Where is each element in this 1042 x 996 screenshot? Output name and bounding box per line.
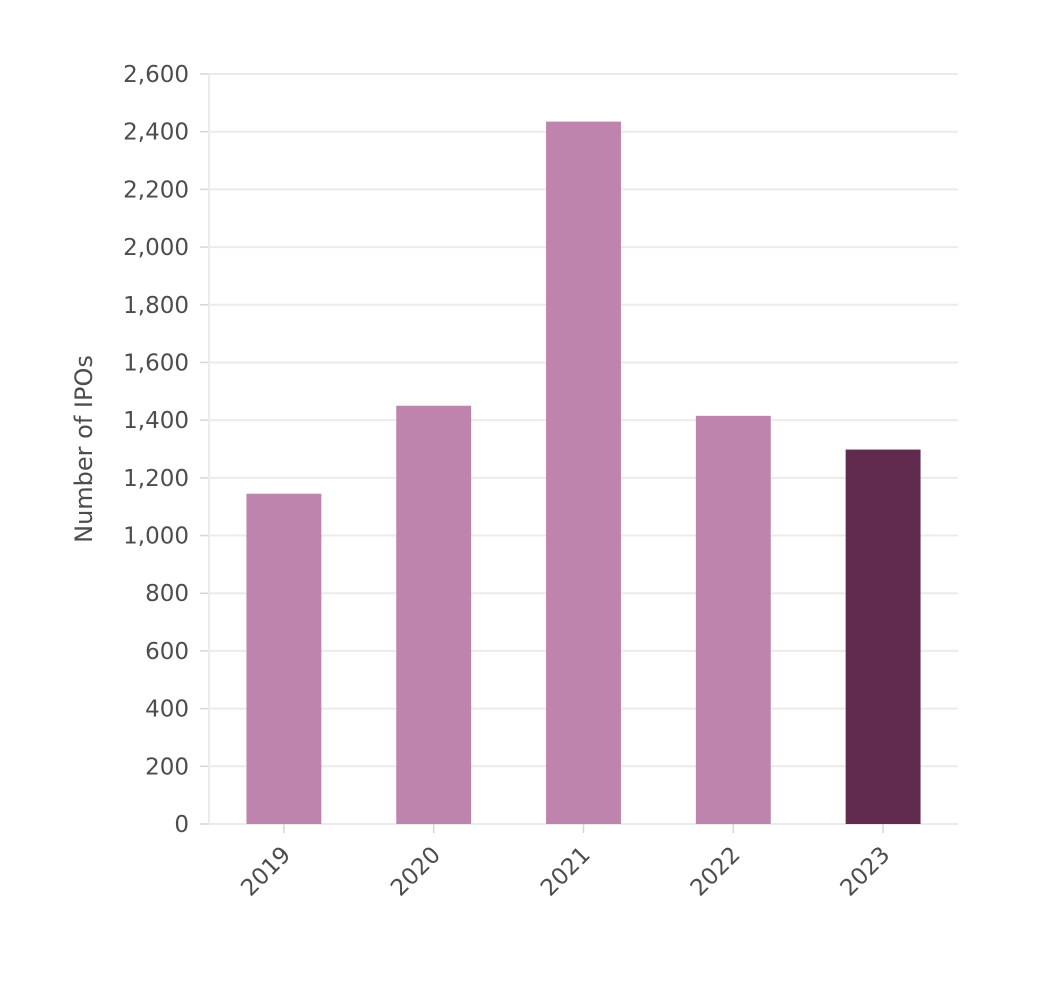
y-axis-tick-labels: 0 200 400 600 800 1,000 1,200 1,400 1,600 1,800 2,… <box>123 62 189 838</box>
bar-2022 <box>695 415 771 824</box>
x-tick-label: 2019 <box>236 842 296 902</box>
axes <box>200 73 884 833</box>
y-tick-label: 2,200 <box>123 177 189 203</box>
bar-2023 <box>845 449 921 824</box>
bars <box>246 121 921 825</box>
y-tick-label: 2,000 <box>123 235 189 261</box>
bar-2019 <box>246 493 322 824</box>
y-tick-label: 1,400 <box>123 408 189 434</box>
bar-2020 <box>396 405 472 824</box>
x-axis-tick-labels: 2019 2020 2021 2022 2023 <box>236 842 895 902</box>
y-tick-label: 2,600 <box>123 62 189 88</box>
x-tick-label: 2020 <box>386 842 446 902</box>
y-tick-label: 1,800 <box>123 293 189 319</box>
y-tick-label: 0 <box>174 812 189 838</box>
y-tick-label: 1,200 <box>123 466 189 492</box>
y-tick-label: 200 <box>145 754 189 780</box>
y-tick-label: 1,000 <box>123 524 189 550</box>
x-tick-label: 2022 <box>686 842 746 902</box>
y-tick-label: 2,400 <box>123 120 189 146</box>
x-tick-label: 2021 <box>536 842 596 902</box>
y-tick-label: 600 <box>145 639 189 665</box>
y-tick-label: 1,600 <box>123 350 189 376</box>
bar-2021 <box>546 121 621 825</box>
x-tick-label: 2023 <box>836 842 896 902</box>
y-tick-label: 400 <box>145 697 189 723</box>
y-axis-title: Number of IPOs <box>70 355 98 543</box>
y-tick-label: 800 <box>145 581 189 607</box>
